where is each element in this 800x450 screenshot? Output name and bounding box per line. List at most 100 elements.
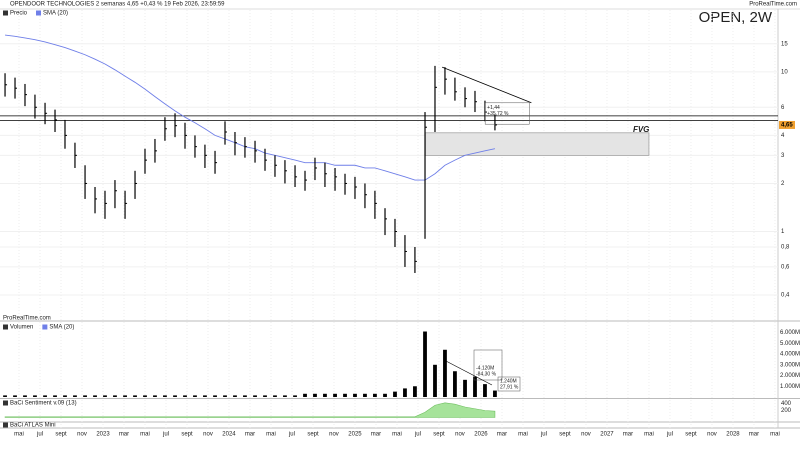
- legend-swatch: [3, 324, 8, 330]
- volume-bar: [363, 393, 367, 397]
- x-tick-label: 2026: [474, 432, 488, 438]
- x-tick-label: mai: [266, 432, 276, 438]
- last-price-label: 4,65: [781, 123, 793, 129]
- annotation-label: 1.240M: [500, 378, 517, 384]
- y-tick-label: 1: [781, 229, 785, 235]
- volume-bar: [353, 393, 357, 397]
- volume-bar: [243, 395, 247, 397]
- volume-bar: [303, 393, 307, 397]
- x-tick-label: sept: [433, 432, 445, 438]
- volume-bar: [213, 395, 217, 397]
- x-tick-label: 2023: [96, 432, 110, 438]
- volume-bar: [263, 395, 267, 397]
- volume-bar: [153, 395, 157, 397]
- brand: ProRealTime.com: [749, 2, 797, 8]
- x-tick-label: sept: [559, 432, 571, 438]
- annotation-line: [443, 359, 493, 386]
- volume-bar: [413, 386, 417, 397]
- volume-bar: [63, 395, 67, 397]
- x-tick-label: 2027: [600, 432, 614, 438]
- volume-bar: [333, 393, 337, 397]
- volume-bar: [53, 395, 57, 397]
- volume-bar: [493, 390, 497, 397]
- volume-bar: [83, 395, 87, 397]
- x-tick-label: sept: [685, 432, 697, 438]
- y-tick-label: 15: [781, 41, 788, 47]
- x-tick-label: mai: [14, 432, 24, 438]
- symbol: OPEN, 2W: [699, 9, 773, 26]
- volume-bar: [203, 395, 207, 397]
- volume-bar: [283, 395, 287, 397]
- volume-bar: [223, 395, 227, 397]
- fvg-zone: [425, 132, 650, 156]
- x-tick-label: mar: [749, 432, 759, 438]
- volume-bar: [383, 393, 387, 397]
- x-tick-label: mai: [770, 432, 780, 438]
- x-tick-label: jul: [540, 432, 547, 438]
- volume-bar: [13, 395, 17, 397]
- volume-bar: [423, 331, 427, 397]
- volume-bar: [73, 395, 77, 397]
- annotation-label: 27,91 %: [500, 384, 519, 390]
- volume-bar: [173, 395, 177, 397]
- header-title: OPENDOOR TECHNOLOGIES 2 semanas 4,65 +0,…: [10, 2, 225, 8]
- legend-swatch: [3, 10, 8, 16]
- volume-bar: [123, 395, 127, 397]
- volume-bar: [33, 395, 37, 397]
- x-tick-label: nov: [581, 432, 591, 438]
- y-tick-label: 400: [781, 401, 792, 407]
- x-tick-label: 2028: [726, 432, 740, 438]
- volume-bar: [113, 395, 117, 397]
- volume-bar: [463, 379, 467, 397]
- x-tick-label: mar: [119, 432, 129, 438]
- volume-bar: [483, 384, 487, 397]
- legend-label: Volumen: [10, 325, 33, 331]
- trendline: [441, 66, 532, 104]
- volume-bar: [323, 393, 327, 397]
- measure-label: +1,44: [487, 105, 500, 111]
- x-tick-label: nov: [455, 432, 465, 438]
- x-tick-label: 2025: [348, 432, 362, 438]
- y-tick-label: 0,8: [781, 245, 790, 251]
- volume-bar: [133, 395, 137, 397]
- x-tick-label: jul: [666, 432, 673, 438]
- annotation-box: [473, 349, 503, 381]
- x-tick-label: jul: [36, 432, 43, 438]
- y-tick-label: 4: [781, 133, 785, 139]
- legend-swatch: [36, 10, 42, 16]
- y-tick-label: 6.000M: [780, 330, 800, 336]
- annotation-label: -84,30 %: [476, 371, 497, 377]
- y-tick-label: 4.000M: [780, 352, 800, 358]
- legend-swatch: [3, 400, 8, 406]
- x-tick-label: mar: [245, 432, 255, 438]
- legend-swatch: [3, 422, 8, 428]
- y-tick-label: 1.000M: [780, 384, 800, 390]
- x-tick-label: nov: [707, 432, 717, 438]
- volume-bar: [43, 395, 47, 397]
- y-tick-label: 0,4: [781, 293, 790, 299]
- x-tick-label: sept: [55, 432, 67, 438]
- y-tick-label: 200: [781, 408, 792, 414]
- volume-bar: [373, 393, 377, 397]
- volume-bar: [273, 395, 277, 397]
- volume-bar: [3, 395, 7, 397]
- x-tick-label: jul: [414, 432, 421, 438]
- volume-bar: [163, 395, 167, 397]
- measure-label: +35,72 %: [487, 111, 509, 117]
- sentiment-area: [4, 402, 496, 418]
- volume-bar: [103, 395, 107, 397]
- volume-bar: [293, 395, 297, 397]
- x-tick-label: jul: [162, 432, 169, 438]
- x-tick-label: mar: [371, 432, 381, 438]
- watermark: ProRealTime.com: [3, 316, 51, 322]
- x-tick-label: 2024: [222, 432, 236, 438]
- x-tick-label: mai: [392, 432, 402, 438]
- volume-bar: [453, 371, 457, 397]
- x-tick-label: mai: [644, 432, 654, 438]
- y-tick-label: 3.000M: [780, 362, 800, 368]
- x-tick-label: nov: [203, 432, 213, 438]
- sma-line: [4, 34, 496, 181]
- fvg-label: FVG: [633, 125, 649, 134]
- y-tick-label: 10: [781, 69, 788, 75]
- volume-bar: [343, 393, 347, 397]
